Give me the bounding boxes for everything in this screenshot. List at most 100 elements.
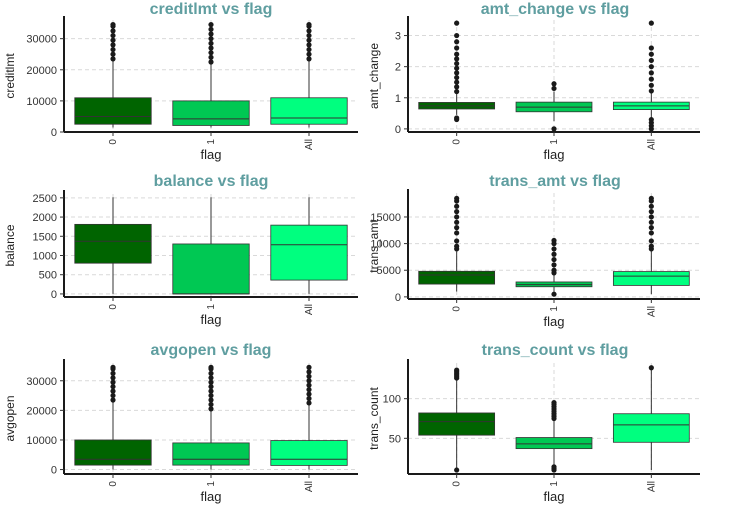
y-tick-label: 1000	[33, 250, 57, 262]
box-All	[270, 22, 348, 128]
x-axis-label: flag	[201, 312, 222, 327]
box-All	[612, 365, 690, 471]
outlier-point	[110, 375, 116, 381]
y-tick-label: 0	[395, 292, 401, 304]
y-axis-label: avgopen	[3, 395, 17, 441]
outlier-point	[454, 20, 460, 26]
chart-title: amt_change vs flag	[481, 1, 630, 18]
outlier-point	[648, 51, 654, 57]
outlier-point	[110, 388, 116, 394]
y-axis-label: amt_change	[367, 43, 381, 109]
y-tick-label: 20000	[26, 405, 57, 417]
outlier-point	[551, 267, 557, 273]
box-body	[612, 413, 690, 443]
x-tick-label: 1	[549, 481, 560, 487]
outlier-point	[110, 28, 116, 34]
x-tick-label: 0	[108, 481, 119, 487]
outlier-point	[208, 388, 214, 394]
outlier-point	[454, 88, 460, 95]
y-tick-label: 2	[395, 62, 401, 74]
outlier-point	[454, 74, 460, 81]
outlier-point	[551, 85, 557, 92]
outlier-point	[208, 59, 214, 65]
outlier-point	[551, 464, 557, 470]
x-tick-label: 0	[452, 306, 463, 312]
outlier-point	[648, 243, 654, 249]
y-tick-label: 100	[383, 394, 401, 406]
outlier-point	[648, 219, 654, 225]
x-axis-label: flag	[201, 147, 222, 162]
outlier-point	[648, 64, 654, 70]
chart-panel-3: balance vs flag 0 500 1000 1500 2000 2500 0 1 All…	[3, 173, 358, 327]
outlier-point	[306, 395, 312, 402]
y-tick-label: 50	[389, 433, 401, 445]
y-axis-label: creditlmt	[3, 53, 17, 99]
outlier-point	[208, 379, 214, 385]
outlier-point	[454, 39, 460, 45]
y-tick-label: 10000	[26, 435, 57, 447]
outlier-point	[208, 384, 214, 390]
y-tick-label: 30000	[26, 376, 57, 388]
y-tick-label: 0	[51, 127, 57, 139]
outlier-point	[551, 126, 557, 132]
y-tick-label: 10000	[26, 96, 57, 108]
y-tick-label: 10000	[370, 239, 401, 251]
y-tick-label: 2000	[33, 212, 57, 224]
chart-panel-5: avgopen vs flag 0 10000 20000 30000 0 1 All flag…	[3, 342, 358, 504]
outlier-point	[551, 237, 557, 244]
outlier-point	[306, 364, 312, 370]
outlier-point	[110, 32, 116, 39]
outlier-point	[648, 76, 654, 82]
outlier-point	[208, 54, 214, 60]
box-1	[172, 22, 250, 128]
outlier-point	[454, 51, 460, 57]
outlier-point	[648, 225, 654, 231]
box-body	[270, 440, 348, 466]
outlier-point	[110, 392, 116, 399]
x-tick-label: 0	[452, 139, 463, 145]
box-body	[418, 412, 496, 436]
outlier-point	[110, 384, 116, 390]
outlier-point	[454, 243, 460, 249]
outlier-point	[454, 467, 460, 473]
outlier-point	[454, 65, 460, 71]
y-tick-label: 30000	[26, 34, 57, 46]
outlier-point	[454, 225, 460, 231]
outlier-point	[454, 56, 460, 62]
box-1	[515, 400, 593, 473]
chart-panel-2: amt_change vs flag 0 1 2 3 0 1 All flag amt_chang…	[367, 1, 700, 162]
y-axis-label: trans_count	[367, 386, 381, 449]
outlier-point	[208, 401, 214, 408]
y-tick-label: 5000	[377, 265, 401, 277]
outlier-point	[208, 392, 214, 399]
box-body	[515, 437, 593, 450]
x-tick-label: All	[646, 139, 657, 150]
y-tick-label: 0	[51, 289, 57, 301]
outlier-point	[454, 115, 460, 121]
outlier-point	[454, 45, 460, 51]
outlier-point	[454, 238, 460, 244]
outlier-point	[306, 42, 312, 48]
chart-title: avgopen vs flag	[151, 342, 272, 359]
outlier-point	[648, 70, 654, 76]
outlier-point	[551, 262, 557, 268]
x-axis-label: flag	[201, 489, 222, 504]
chart-panel-6: trans_count vs flag 50 100 0 1 All flag trans_c…	[367, 342, 700, 504]
box-0	[418, 195, 496, 292]
outlier-point	[208, 364, 214, 370]
x-tick-label: 1	[206, 481, 217, 487]
outlier-point	[648, 57, 654, 64]
outlier-point	[306, 51, 312, 57]
y-tick-label: 3	[395, 31, 401, 43]
box-body	[74, 439, 152, 466]
outlier-point	[454, 367, 460, 373]
outlier-point	[454, 219, 460, 225]
outlier-point	[454, 230, 460, 236]
outlier-point	[110, 51, 116, 57]
box-0	[418, 367, 496, 473]
chart-title: trans_amt vs flag	[489, 173, 621, 190]
outlier-point	[208, 397, 214, 403]
outlier-point	[110, 370, 116, 376]
chart-title: balance vs flag	[154, 173, 269, 190]
